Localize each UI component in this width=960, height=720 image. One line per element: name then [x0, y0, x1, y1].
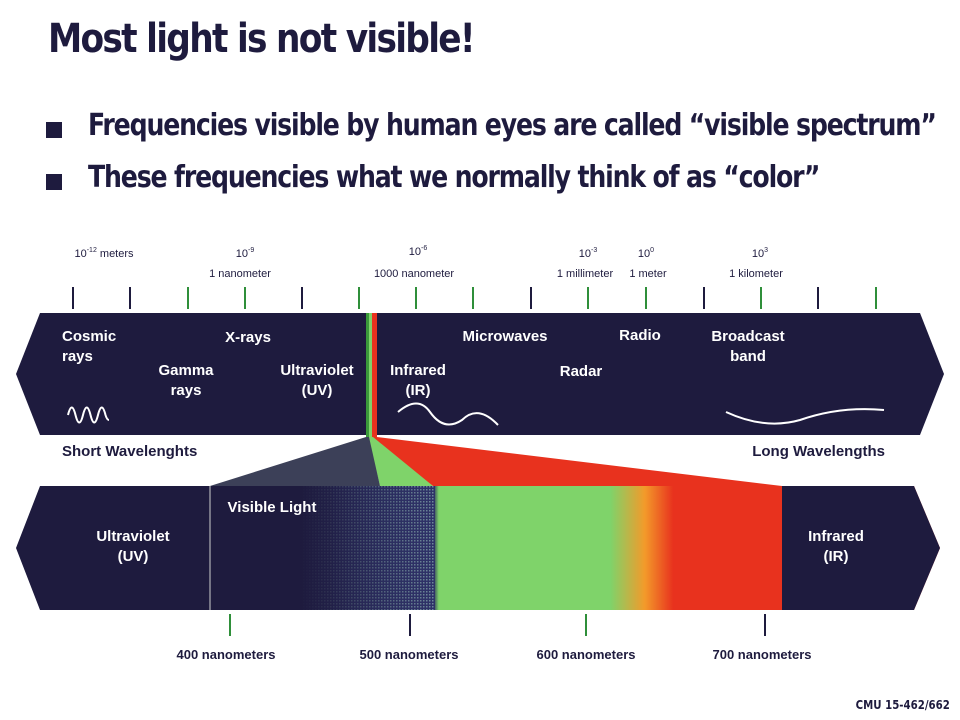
- label-gamma-rays-1: Gamma: [158, 362, 214, 379]
- scale-unit-1000-nanometer: 1000 nanometer: [374, 268, 454, 280]
- long-wavelengths-label: Long Wavelengths: [752, 443, 885, 460]
- visible-marker-lightgreen: [369, 313, 372, 437]
- nm-label-600: 600 nanometers: [537, 647, 636, 662]
- label-radar: Radar: [560, 363, 603, 380]
- short-wavelengths-label: Short Wavelenghts: [62, 443, 197, 460]
- nm-ticks: [229, 614, 766, 636]
- visible-light-label: Visible Light: [228, 499, 317, 516]
- label-ultraviolet-2: (UV): [302, 382, 333, 399]
- scale-power-2: 10-9: [236, 247, 255, 260]
- label-microwaves: Microwaves: [462, 328, 547, 345]
- nm-label-400: 400 nanometers: [177, 647, 276, 662]
- infrared-arrow: [914, 486, 940, 610]
- zoom-funnel-dark: [210, 437, 380, 486]
- label-infrared-2: (IR): [406, 382, 431, 399]
- scale-power-5: 100: [638, 247, 654, 260]
- visible-ir-label-2: (IR): [824, 548, 849, 565]
- label-infrared-1: Infrared: [390, 362, 446, 379]
- scale-unit-kilometer: 1 kilometer: [729, 268, 783, 280]
- visible-ir-label-1: Infrared: [808, 528, 864, 545]
- visible-band: [16, 486, 940, 610]
- bullet-square-icon: [46, 174, 62, 190]
- bullet-1-text: Frequencies visible by human eyes are ca…: [88, 108, 937, 143]
- visible-marker-red: [372, 313, 377, 437]
- zoom-funnel-red: [366, 437, 782, 486]
- scale-unit-meter: 1 meter: [629, 268, 667, 280]
- label-radio: Radio: [619, 327, 661, 344]
- scale-unit-nanometer: 1 nanometer: [209, 268, 271, 280]
- label-cosmic-rays-1: Cosmic: [62, 328, 116, 345]
- scale-power-1: 10-12 meters: [74, 247, 134, 260]
- spectrum-band: [16, 313, 944, 435]
- medium-wave-icon: [397, 402, 499, 426]
- course-footer: CMU 15-462/662: [855, 698, 950, 712]
- label-cosmic-rays-2: rays: [62, 348, 93, 365]
- label-gamma-rays-2: rays: [171, 382, 202, 399]
- visible-uv-label-1: Ultraviolet: [96, 528, 169, 545]
- infrared-region: [782, 486, 914, 610]
- bullet-square-icon: [46, 122, 62, 138]
- scale-ticks: [72, 287, 877, 309]
- nm-label-500: 500 nanometers: [360, 647, 459, 662]
- slide-title: Most light is not visible!: [48, 16, 476, 62]
- visible-uv-label-2: (UV): [118, 548, 149, 565]
- bullet-2-text: These frequencies what we normally think…: [88, 160, 820, 195]
- scale-power-4: 10-3: [579, 247, 598, 260]
- label-broadcast-2: band: [730, 348, 766, 365]
- scale-power-3: 10-6: [409, 245, 428, 258]
- zoom-funnel-green: [368, 437, 433, 486]
- label-ultraviolet-1: Ultraviolet: [280, 362, 353, 379]
- label-xrays: X-rays: [225, 329, 271, 346]
- long-wave-icon: [725, 408, 885, 425]
- short-wave-icon: [67, 406, 110, 424]
- scale-unit-millimeter: 1 millimeter: [557, 268, 614, 280]
- nm-label-700: 700 nanometers: [713, 647, 812, 662]
- label-broadcast-1: Broadcast: [711, 328, 784, 345]
- scale-power-6: 103: [752, 247, 768, 260]
- visible-marker-green: [366, 313, 369, 437]
- dither-transition: [300, 486, 435, 610]
